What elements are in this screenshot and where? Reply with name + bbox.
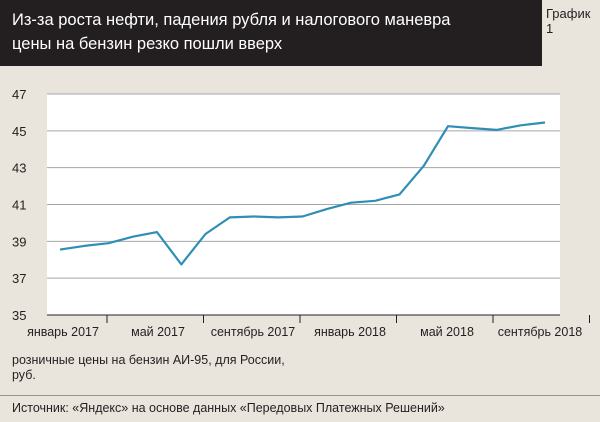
y-tick-label: 35 [12,308,26,323]
x-tick-label: январь 2018 [314,325,386,339]
y-tick-label: 41 [12,198,26,213]
y-tick-label: 45 [12,124,26,139]
line-chart: 35 37 39 41 43 45 47 январь 2017 май 2017 сентябр… [0,66,600,356]
x-tick-label: май 2018 [420,325,474,339]
chart-note-line-2: руб. [12,368,332,383]
x-tick-label: сентябрь 2018 [498,325,583,339]
chart-title: Из-за роста нефти, падения рубля и налог… [12,8,532,56]
y-tick-label: 47 [12,87,26,102]
chart-number-badge: График 1 [546,6,600,36]
chart-title-line-1: Из-за роста нефти, падения рубля и налог… [12,8,532,32]
source-text: Источник: «Яндекс» на основе данных «Пер… [12,401,592,415]
y-tick-label: 37 [12,271,26,286]
x-tick-label: май 2017 [131,325,185,339]
chart-note: розничные цены на бензин АИ-95, для Росс… [12,353,332,383]
y-tick-label: 43 [12,161,26,176]
chart-note-line-1: розничные цены на бензин АИ-95, для Росс… [12,353,332,368]
y-tick-label: 39 [12,234,26,249]
chart-area: 35 37 39 41 43 45 47 январь 2017 май 2017 сентябр… [0,66,600,391]
source-bar: Источник: «Яндекс» на основе данных «Пер… [0,395,600,422]
x-tick-label: сентябрь 2017 [211,325,296,339]
chart-header: Из-за роста нефти, падения рубля и налог… [0,0,542,66]
chart-title-line-2: цены на бензин резко пошли вверх [12,32,532,56]
x-tick-label: январь 2017 [27,325,99,339]
